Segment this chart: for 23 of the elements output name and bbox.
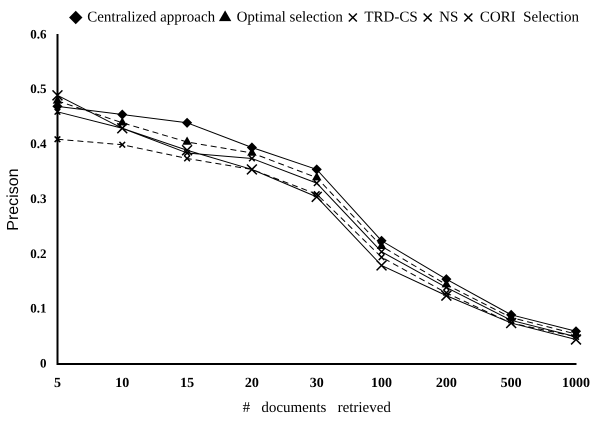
x-tick-label: 500 (500, 376, 522, 392)
x-tick-label: 200 (436, 376, 457, 392)
y-tick-label: 0.2 (30, 246, 46, 261)
x-tick-label: 20 (244, 376, 259, 392)
x-tick-label: 1000 (562, 376, 590, 392)
legend-label: CORI Selection (480, 9, 580, 26)
legend-label: Optimal selection (236, 9, 344, 26)
y-tick-label: 0.6 (30, 26, 47, 42)
legend-label: Centralized approach (87, 9, 216, 26)
x-tick-label: 30 (310, 376, 324, 392)
y-tick-label: 0.4 (30, 136, 47, 152)
x-tick-label: 10 (115, 376, 130, 392)
x-axis-title: # documents retrieved (242, 400, 392, 416)
x-tick-label: 5 (54, 376, 61, 392)
y-tick-label: 0.1 (30, 300, 46, 316)
y-axis-title: Precison (5, 168, 22, 231)
x-tick-label: 15 (180, 376, 194, 392)
y-tick-label: 0.5 (30, 81, 47, 96)
legend-label: TRD-CS (364, 9, 418, 26)
x-tick-label: 100 (371, 376, 392, 392)
y-tick-label: 0 (40, 356, 46, 371)
y-tick-label: 0.3 (30, 190, 47, 206)
legend-label: NS (439, 9, 458, 26)
